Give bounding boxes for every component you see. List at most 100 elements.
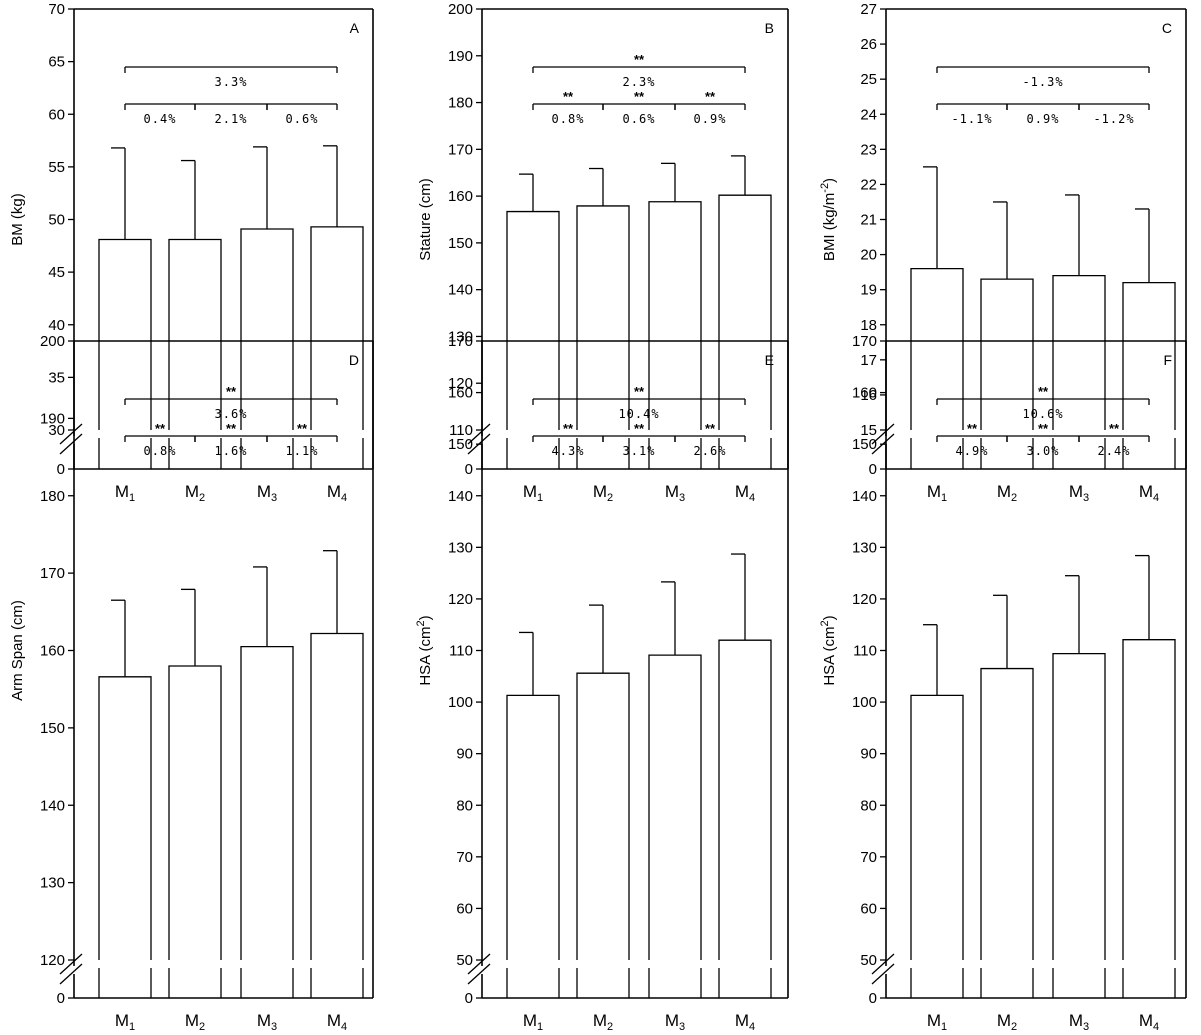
percent-change-label: 1.1% [286,444,319,458]
y-tick-label: 45 [48,264,65,281]
y-axis-label-text: BMI (kg/m [821,193,838,261]
x-category-subscript: 1 [941,492,947,504]
percent-change-label: 0.8% [144,444,177,458]
x-category-subscript: 3 [679,1021,685,1033]
y-tick-label: 50 [860,952,877,969]
x-category-main: M [115,482,129,501]
y-axis-label: Arm Span (cm) [9,600,26,701]
y-tick-label: 22 [860,176,877,193]
y-tick-label: 160 [448,385,473,402]
bar [980,667,1034,960]
y-tick-label-zero: 0 [57,990,65,1007]
x-category-label: M1 [115,482,135,504]
bar [910,267,964,430]
y-tick-label: 21 [860,212,877,229]
y-axis-label-text: Stature (cm) [417,178,434,261]
percent-change-label: 10.6% [1022,407,1063,421]
x-category-main: M [185,1011,199,1030]
y-tick-label: 18 [860,317,877,334]
bar [1052,652,1106,960]
significance-marker: ** [705,421,716,436]
x-category-subscript: 3 [1083,1021,1089,1033]
significance-marker: ** [226,384,237,399]
x-category-label: M2 [593,482,613,504]
y-tick-label: 16 [860,387,877,404]
y-tick-label: 120 [852,591,877,608]
x-category-subscript: 2 [607,1021,613,1033]
y-tick-label: 65 [48,54,65,71]
x-category-subscript: 2 [607,492,613,504]
bar [718,639,772,960]
bar [240,645,294,960]
x-category-main: M [257,482,271,501]
y-tick-label: 170 [448,333,473,350]
y-tick-label: 190 [448,48,473,65]
bar [910,694,964,960]
x-category-subscript: 3 [679,492,685,504]
y-tick-label: 80 [860,797,877,814]
y-tick-label: 35 [48,369,65,386]
percent-change-label: -1.1% [951,112,992,126]
x-category-label: M4 [1139,1011,1159,1033]
x-category-main: M [1139,482,1153,501]
y-tick-label: 130 [40,875,65,892]
x-category-main: M [735,1011,749,1030]
x-category-label: M4 [327,482,347,504]
y-tick-label: 26 [860,36,877,53]
axis-break-mark [467,953,491,975]
y-tick-label: 60 [456,900,473,917]
y-axis-label: Stature (cm) [417,178,434,261]
significance-marker: ** [563,89,574,104]
y-tick-label: 55 [48,159,65,176]
y-tick-label: 150 [448,436,473,453]
x-category-label: M3 [1069,482,1089,504]
y-tick-label: 60 [48,106,65,123]
panel-letter: D [349,352,359,368]
x-category-label: M4 [735,482,755,504]
significance-marker: ** [634,52,645,67]
x-category-main: M [1069,1011,1083,1030]
percent-change-label: 1.6% [215,444,248,458]
y-tick-label: 180 [448,95,473,112]
bar [240,228,294,430]
y-tick-label: 50 [48,212,65,229]
y-tick-label-zero: 0 [869,461,877,478]
x-category-subscript: 4 [341,1021,347,1033]
y-tick-label: 40 [48,317,65,334]
significance-marker: ** [563,421,574,436]
y-axis-label: HSA (cm2) [415,615,434,685]
y-axis-label-superscript: -2 [819,183,831,193]
x-category-subscript: 3 [1083,492,1089,504]
axis-break-mark [871,963,895,985]
x-category-label: M2 [593,1011,613,1033]
y-tick-label: 90 [860,746,877,763]
y-tick-label-zero: 0 [465,990,473,1007]
y-axis-label-text: BM (kg) [9,193,26,246]
y-tick-label: 15 [860,422,877,439]
y-tick-label: 160 [40,643,65,660]
y-tick-label-zero: 0 [57,461,65,478]
percent-change-label: 2.3% [623,75,656,89]
y-tick-label: 150 [448,235,473,252]
y-tick-label: 150 [40,720,65,737]
x-category-label: M2 [997,482,1017,504]
y-tick-label: 90 [456,746,473,763]
x-category-main: M [927,482,941,501]
y-tick-label: 170 [40,565,65,582]
panel-b: 0 110 120 130 140 150 160 170 180 190 200 Stature (… [417,1,789,504]
y-tick-label: 120 [448,375,473,392]
y-tick-label: 17 [860,352,877,369]
x-category-subscript: 4 [341,492,347,504]
y-tick-label: 200 [40,333,65,350]
x-category-label: M3 [1069,1011,1089,1033]
significance-marker: ** [155,421,166,436]
y-tick-label: 70 [48,1,65,18]
significance-marker: ** [634,384,645,399]
panel-letter: A [350,20,360,36]
axis-break-mark [871,953,895,975]
x-category-main: M [997,1011,1011,1030]
x-category-main: M [1139,1011,1153,1030]
y-tick-label-zero: 0 [465,461,473,478]
x-category-main: M [523,1011,537,1030]
